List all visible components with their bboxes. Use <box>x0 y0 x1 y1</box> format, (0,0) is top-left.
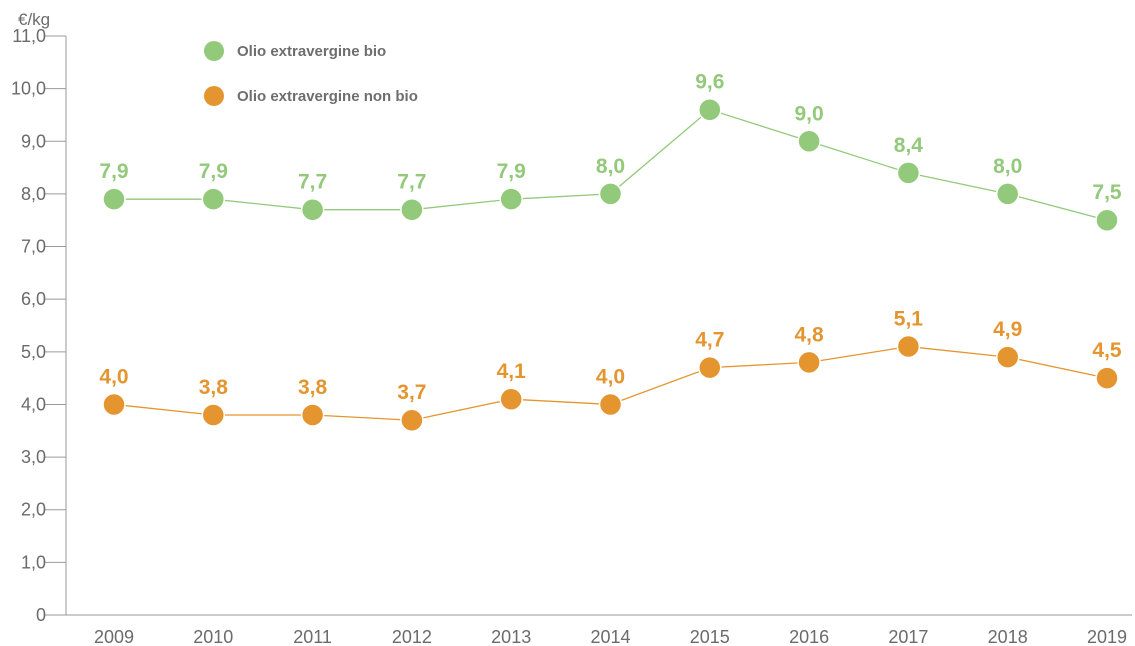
data-label: 7,7 <box>397 171 426 194</box>
legend: Olio extravergine bio Olio extravergine n… <box>204 41 418 106</box>
data-label: 9,6 <box>695 71 724 94</box>
data-label: 7,9 <box>199 160 228 183</box>
data-point <box>698 97 722 122</box>
data-label: 7,5 <box>1092 181 1122 204</box>
y-tick-label: 2,0 <box>21 500 46 520</box>
x-tick-label: 2015 <box>690 627 730 646</box>
data-point <box>1095 208 1119 232</box>
legend-label-1: Olio extravergine non bio <box>237 88 418 105</box>
legend-label-0: Olio extravergine bio <box>237 43 386 60</box>
data-label: 3,8 <box>199 376 229 399</box>
x-tick-label: 2017 <box>888 627 928 646</box>
data-label: 5,1 <box>894 308 924 331</box>
data-point <box>201 403 226 427</box>
y-tick-label: 4,0 <box>21 394 46 414</box>
data-label: 7,9 <box>497 160 526 183</box>
y-tick-label: 9,0 <box>21 131 46 151</box>
data-point <box>1095 366 1119 390</box>
y-tick-label: 8,0 <box>21 184 46 204</box>
y-tick-label: 3,0 <box>21 447 46 467</box>
data-point <box>400 408 424 432</box>
data-point <box>896 334 921 359</box>
y-tick-label: 0 <box>36 605 46 625</box>
axes: 0 1,0 2,0 3,0 4,0 5,0 6,0 7,0 8,0 9,0 10,0 11,0 2009… <box>11 26 1132 646</box>
data-point <box>698 355 722 380</box>
data-label: 3,8 <box>298 376 328 399</box>
data-label: 4,8 <box>794 323 824 346</box>
data-point <box>400 197 424 222</box>
data-point <box>598 182 623 206</box>
y-tick-label: 11,0 <box>12 26 46 46</box>
x-tick-label: 2019 <box>1087 627 1127 646</box>
data-point <box>995 345 1020 369</box>
x-tick-label: 2016 <box>789 627 829 646</box>
legend-marker-1 <box>204 86 224 106</box>
y-tick-label: 6,0 <box>21 289 46 309</box>
y-tick-label: 10,0 <box>11 79 46 99</box>
x-tick-label: 2011 <box>293 627 332 646</box>
data-label: 8,0 <box>596 155 625 178</box>
data-point <box>797 129 821 154</box>
y-tick-label: 5,0 <box>21 342 46 362</box>
data-point <box>102 187 126 211</box>
data-point <box>300 403 325 427</box>
data-label: 7,9 <box>99 160 128 183</box>
data-label: 4,7 <box>695 329 724 352</box>
data-points <box>102 97 1119 432</box>
y-tick-label: 7,0 <box>21 237 46 257</box>
y-tick-label: 1,0 <box>21 552 46 572</box>
data-point <box>896 161 921 185</box>
data-point <box>102 392 126 417</box>
x-tick-label: 2012 <box>392 627 432 646</box>
x-tick-label: 2010 <box>193 627 233 646</box>
x-tick-label: 2014 <box>590 627 630 646</box>
data-label: 8,4 <box>894 134 924 157</box>
x-tick-label: 2013 <box>491 627 531 646</box>
data-point <box>201 187 226 211</box>
data-point <box>797 350 821 375</box>
data-labels: 7,9 7,9 7,7 7,7 7,9 8,0 9,6 9,0 8,4 8,0 7,5 4,0 3,8 3… <box>99 71 1122 405</box>
x-tick-label: 2009 <box>94 627 134 646</box>
data-label: 4,9 <box>993 318 1022 341</box>
data-label: 4,0 <box>596 365 625 388</box>
data-label: 4,0 <box>99 365 128 388</box>
data-point <box>499 387 523 411</box>
legend-marker-0 <box>204 41 224 61</box>
data-label: 4,1 <box>497 360 527 383</box>
data-label: 9,0 <box>794 102 823 125</box>
data-label: 8,0 <box>993 155 1022 178</box>
data-label: 7,7 <box>298 171 327 194</box>
data-point <box>598 392 623 417</box>
data-label: 3,7 <box>397 381 426 404</box>
x-tick-label: 2018 <box>988 627 1028 646</box>
data-point <box>995 182 1020 206</box>
data-point <box>499 187 523 211</box>
data-label: 4,5 <box>1092 339 1122 362</box>
y-axis-unit-label: €/kg <box>18 10 50 29</box>
data-point <box>300 197 325 222</box>
